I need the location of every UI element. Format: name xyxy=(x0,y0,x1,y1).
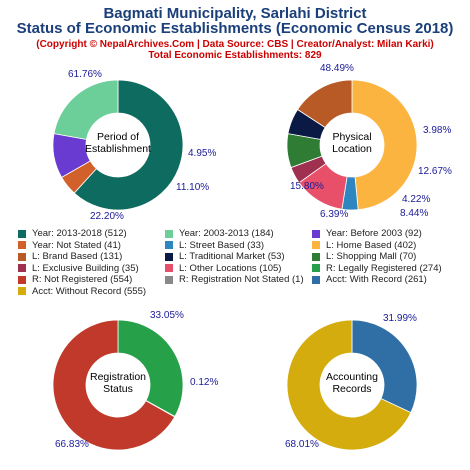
legend-label: L: Brand Based (131) xyxy=(32,251,123,263)
legend-label: R: Not Registered (554) xyxy=(32,274,133,286)
legend-row: Acct: Without Record (555) xyxy=(18,286,468,298)
legend-item: Year: 2003-2013 (184) xyxy=(165,228,312,240)
legend-item: Year: 2013-2018 (512) xyxy=(18,228,165,240)
legend-label: L: Traditional Market (53) xyxy=(179,251,285,263)
legend-swatch xyxy=(165,229,173,238)
legend-swatch xyxy=(18,229,26,238)
donut-center-label: Physical xyxy=(332,131,371,143)
legend-item: R: Legally Registered (274) xyxy=(312,263,459,275)
slice-percent-label: 6.39% xyxy=(320,209,348,220)
legend-label: R: Registration Not Stated (1) xyxy=(179,274,304,286)
slice-percent-label: 11.10% xyxy=(176,182,209,193)
legend-swatch xyxy=(312,264,320,273)
legend-item: R: Registration Not Stated (1) xyxy=(165,274,312,286)
copyright-line: (Copyright © NepalArchives.Com | Data So… xyxy=(36,39,434,50)
donut-center-label: Records xyxy=(332,383,371,395)
legend-swatch xyxy=(312,275,320,284)
legend-item: L: Brand Based (131) xyxy=(18,251,165,263)
legend-label: Year: 2003-2013 (184) xyxy=(179,228,274,240)
legend-label: Acct: With Record (261) xyxy=(326,274,427,286)
legend-label: R: Legally Registered (274) xyxy=(326,262,442,274)
legend-row: Year: Not Stated (41) L: Street Based (33… xyxy=(18,240,468,252)
slice-percent-label: 48.49% xyxy=(320,63,354,74)
slice-percent-label: 0.12% xyxy=(190,377,218,388)
legend-swatch xyxy=(18,252,26,261)
legend-item: R: Not Registered (554) xyxy=(18,274,165,286)
legend-swatch xyxy=(165,252,173,261)
donut-hole xyxy=(320,353,384,417)
legend-item: L: Exclusive Building (35) xyxy=(18,263,165,275)
donut-center-label: Status xyxy=(103,383,133,395)
legend-item: Year: Before 2003 (92) xyxy=(312,228,459,240)
legend-label: L: Other Locations (105) xyxy=(179,262,282,274)
legend-item: L: Home Based (402) xyxy=(312,240,459,252)
slice-percent-label: 4.95% xyxy=(188,148,216,159)
legend-label: L: Exclusive Building (35) xyxy=(32,262,139,274)
slice-percent-label: 8.44% xyxy=(400,208,428,219)
legend-item: L: Street Based (33) xyxy=(165,240,312,252)
slice-percent-label: 68.01% xyxy=(285,439,319,450)
donut-center-label: Location xyxy=(332,143,372,155)
legend-item: L: Shopping Mall (70) xyxy=(312,251,459,263)
legend-label: Year: 2013-2018 (512) xyxy=(32,228,127,240)
title-line-2: Status of Economic Establishments (Econo… xyxy=(16,20,454,37)
legend-item: Acct: Without Record (555) xyxy=(18,286,165,298)
donut-hole xyxy=(86,113,150,177)
donut-hole xyxy=(320,113,384,177)
legend-label: L: Shopping Mall (70) xyxy=(326,251,417,263)
slice-percent-label: 3.98% xyxy=(423,125,451,136)
slice-percent-label: 15.80% xyxy=(290,181,324,192)
legend-row: R: Not Registered (554) R: Registration N… xyxy=(18,274,468,286)
legend-item: Year: Not Stated (41) xyxy=(18,240,165,252)
legend-label: L: Home Based (402) xyxy=(326,239,417,251)
donut-slice xyxy=(286,319,412,451)
slice-percent-label: 4.22% xyxy=(402,194,430,205)
legend-swatch xyxy=(18,264,26,273)
legend-item: L: Other Locations (105) xyxy=(165,263,312,275)
slice-percent-label: 12.67% xyxy=(418,166,452,177)
legend-label: Year: Not Stated (41) xyxy=(32,239,121,251)
legend-row: L: Brand Based (131) L: Traditional Marke… xyxy=(18,251,468,263)
legend-swatch xyxy=(18,287,26,296)
legend-swatch xyxy=(165,275,173,284)
legend-swatch xyxy=(312,241,320,250)
legend-swatch xyxy=(18,241,26,250)
donut-hole xyxy=(86,353,150,417)
legend-row: Year: 2013-2018 (512) Year: 2003-2013 (18… xyxy=(18,228,468,240)
legend-swatch xyxy=(165,264,173,273)
legend-label: Acct: Without Record (555) xyxy=(32,285,147,297)
legend-swatch xyxy=(165,241,173,250)
slice-percent-label: 61.76% xyxy=(68,69,102,80)
total-line: Total Economic Establishments: 829 xyxy=(148,50,322,61)
title-line-1: Bagmati Municipality, Sarlahi District xyxy=(103,5,367,22)
legend-item: L: Traditional Market (53) xyxy=(165,251,312,263)
legend-label: Year: Before 2003 (92) xyxy=(326,228,422,240)
legend: Year: 2013-2018 (512) Year: 2003-2013 (18… xyxy=(18,228,468,297)
slice-percent-label: 22.20% xyxy=(90,211,124,222)
donut-center-label: Period of xyxy=(97,131,139,143)
slice-percent-label: 66.83% xyxy=(55,439,89,450)
donut-center-label: Accounting xyxy=(326,371,378,383)
donut-center-label: Establishment xyxy=(85,143,151,155)
slice-percent-label: 31.99% xyxy=(383,313,417,324)
legend-item: Acct: With Record (261) xyxy=(312,274,459,286)
legend-row: L: Exclusive Building (35) L: Other Locat… xyxy=(18,263,468,275)
legend-swatch xyxy=(18,275,26,284)
legend-swatch xyxy=(312,252,320,261)
donut-center-label: Registration xyxy=(90,371,146,383)
legend-label: L: Street Based (33) xyxy=(179,239,265,251)
legend-swatch xyxy=(312,229,320,238)
slice-percent-label: 33.05% xyxy=(150,310,184,321)
